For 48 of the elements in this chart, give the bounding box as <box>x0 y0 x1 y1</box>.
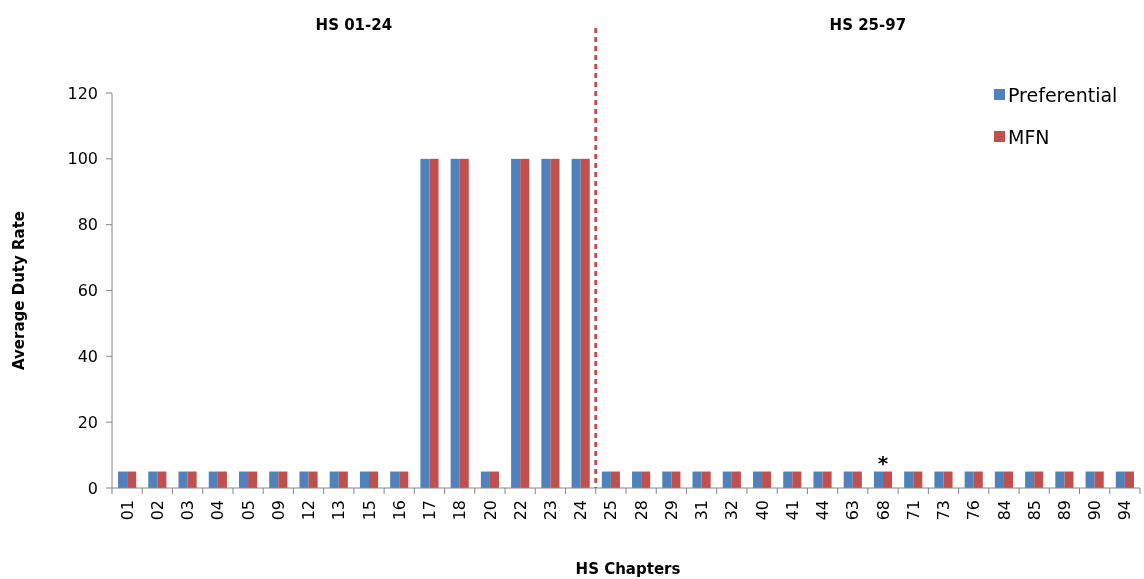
y-axis-title: Average Duty Rate <box>10 211 28 370</box>
x-tick-label: 63 <box>843 500 863 521</box>
x-tick-label: 12 <box>299 500 319 521</box>
x-tick-label: 04 <box>208 500 228 521</box>
x-tick-label: 28 <box>631 500 651 521</box>
text: HS 01-24 <box>315 16 393 34</box>
y-tick-label: 60 <box>77 281 98 301</box>
x-tick-label: 05 <box>238 500 258 521</box>
y-tick-label: 80 <box>77 215 98 235</box>
x-tick-label: 23 <box>541 500 561 521</box>
annotation: * <box>877 450 889 475</box>
x-tick-label: 68 <box>873 500 893 521</box>
y-tick-label: 0 <box>87 478 98 498</box>
y-tick-label: 40 <box>77 346 98 366</box>
y-tick-label: 20 <box>77 412 98 432</box>
x-tick-label: 20 <box>480 500 500 521</box>
x-tick-label: 29 <box>661 500 681 521</box>
x-tick-label: 01 <box>117 500 137 521</box>
x-tick-label: 03 <box>178 500 198 521</box>
x-tick-label: 71 <box>903 500 923 521</box>
x-axis-title: HS Chapters <box>575 560 681 578</box>
x-tick-label: 18 <box>450 500 470 521</box>
x-tick-label: 09 <box>268 500 288 521</box>
y-tick-label: 120 <box>67 83 98 103</box>
x-tick-label: 41 <box>782 500 802 521</box>
x-tick-label: 44 <box>813 500 833 521</box>
x-tick-label: 15 <box>359 500 379 521</box>
x-tick-label: 94 <box>1115 500 1135 521</box>
x-tick-label: 73 <box>934 500 954 521</box>
x-tick-label: 84 <box>994 500 1014 521</box>
y-tick-label: 100 <box>67 149 98 169</box>
x-tick-label: 25 <box>601 500 621 521</box>
x-tick-label: 31 <box>692 500 712 521</box>
x-tick-label: 89 <box>1055 500 1075 521</box>
x-tick-label: 13 <box>329 500 349 521</box>
legend-label: MFN <box>1008 125 1050 148</box>
x-tick-label: 85 <box>1024 500 1044 521</box>
x-tick-label: 16 <box>389 500 409 521</box>
x-tick-label: 22 <box>510 500 530 521</box>
x-tick-label: 17 <box>420 500 440 521</box>
x-tick-label: 90 <box>1085 500 1105 521</box>
x-tick-label: 24 <box>571 500 591 521</box>
x-tick-label: 76 <box>964 500 984 521</box>
legend-label: Preferential <box>1008 83 1118 106</box>
x-tick-label: 32 <box>722 500 742 521</box>
x-tick-label: 40 <box>752 500 772 521</box>
x-tick-label: 02 <box>147 500 167 521</box>
text: HS 25-97 <box>829 16 907 34</box>
